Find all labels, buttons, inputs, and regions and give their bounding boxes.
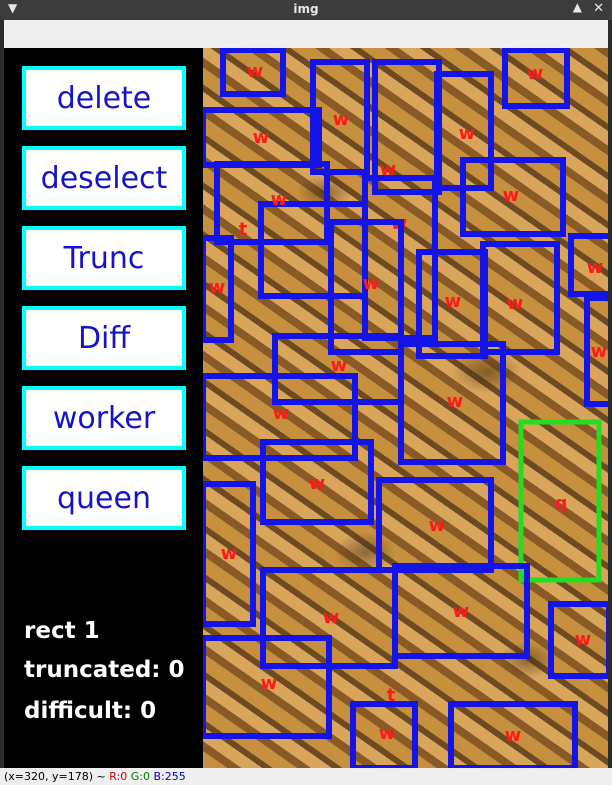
queen-button[interactable]: queen — [22, 466, 186, 530]
box-class-label: w — [587, 257, 604, 278]
box-class-label: w — [253, 127, 270, 148]
box-class-label: q — [555, 493, 568, 514]
window-title: img — [293, 2, 319, 16]
box-class-label: w — [453, 601, 470, 622]
box-class-label: w — [363, 273, 380, 294]
truncated-count: truncated: 0 — [24, 657, 185, 683]
box-class-label: w — [247, 61, 264, 82]
worker-button[interactable]: worker — [22, 386, 186, 450]
bounding-box[interactable] — [310, 59, 370, 175]
box-class-label: w — [309, 473, 326, 494]
bounding-box[interactable] — [548, 601, 608, 679]
bounding-box[interactable] — [203, 635, 332, 739]
bounding-box[interactable] — [220, 48, 286, 97]
delete-button[interactable]: delete — [22, 66, 186, 130]
selected-bounding-box[interactable] — [518, 419, 602, 583]
box-class-label: w — [209, 277, 226, 298]
box-class-label: w — [221, 543, 238, 564]
bounding-box[interactable] — [203, 235, 234, 343]
box-class-label: w — [507, 293, 524, 314]
difficult-count: difficult: 0 — [24, 698, 157, 724]
bounding-box[interactable] — [376, 477, 494, 573]
bounding-box[interactable] — [328, 219, 404, 355]
bounding-box[interactable] — [350, 701, 418, 768]
box-class-label: w — [447, 391, 464, 412]
box-class-label: w — [331, 355, 348, 376]
box-class-label: w — [505, 725, 522, 746]
rect-count: rect 1 — [24, 618, 100, 644]
box-class-label: w — [445, 291, 462, 312]
bounding-box[interactable] — [258, 201, 368, 299]
bounding-box[interactable] — [480, 241, 560, 355]
bounding-box[interactable] — [584, 295, 608, 407]
cursor-coords: (x=320, y=178) ~ — [4, 770, 110, 783]
red-value: R:0 — [109, 770, 128, 783]
minimize-button[interactable]: ▲ — [572, 0, 582, 14]
trunc-button[interactable]: Trunc — [22, 226, 186, 290]
box-class-label: w — [380, 159, 397, 180]
diff-button[interactable]: Diff — [22, 306, 186, 370]
toolbar — [4, 20, 608, 48]
box-class-label: w — [271, 189, 288, 210]
box-class-label: w — [527, 63, 544, 84]
bounding-box[interactable] — [203, 481, 256, 627]
bounding-box[interactable] — [392, 563, 530, 659]
box-class-label: t — [239, 219, 248, 240]
deselect-button[interactable]: deselect — [22, 146, 186, 210]
bounding-box[interactable] — [568, 233, 608, 297]
box-class-label: w — [591, 341, 608, 362]
box-class-label: w — [333, 109, 350, 130]
status-bar: (x=320, y=178) ~ R:0 G:0 B:255 — [0, 768, 612, 785]
box-class-label: w — [459, 123, 476, 144]
box-class-label: w — [323, 607, 340, 628]
bounding-box[interactable] — [203, 373, 358, 461]
box-class-label: w — [503, 185, 520, 206]
box-class-label: w — [429, 515, 446, 536]
title-bar: ▼ img ▲ ✕ — [0, 0, 612, 20]
box-class-label: w — [575, 629, 592, 650]
box-class-label: w — [379, 723, 396, 744]
bounding-box[interactable] — [502, 48, 570, 109]
box-class-label: t — [387, 685, 396, 706]
box-class-label: w — [273, 403, 290, 424]
bounding-box[interactable] — [448, 701, 578, 768]
bounding-box[interactable] — [260, 439, 374, 525]
box-class-label: w — [261, 673, 278, 694]
bounding-box[interactable] — [460, 157, 566, 237]
window-menu-button[interactable]: ▼ — [8, 1, 18, 15]
close-button[interactable]: ✕ — [593, 1, 604, 16]
green-value: G:0 — [130, 770, 150, 783]
bounding-box[interactable] — [398, 341, 506, 465]
blue-value: B:255 — [153, 770, 186, 783]
side-panel: delete deselect Trunc Diff worker queen … — [4, 48, 203, 768]
